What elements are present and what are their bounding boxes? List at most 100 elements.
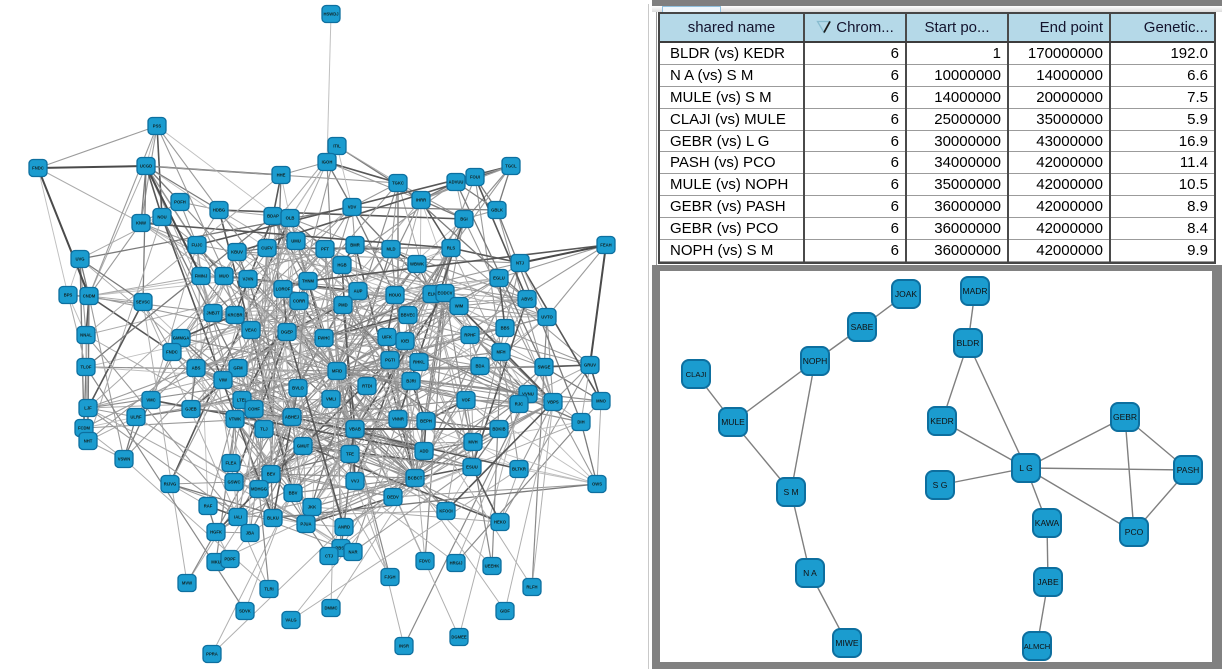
- svg-text:HEKO: HEKO: [494, 520, 507, 525]
- svg-text:FUJC: FUJC: [192, 243, 203, 248]
- svg-text:RPHF: RPHF: [464, 333, 476, 338]
- svg-text:VTWK: VTWK: [229, 417, 241, 422]
- svg-text:N A: N A: [803, 568, 817, 578]
- svg-text:LOROF: LOROF: [276, 287, 291, 292]
- svg-text:VVNU: VVNU: [522, 392, 534, 397]
- svg-text:GIDF: GIDF: [500, 609, 510, 614]
- svg-text:DIH: DIH: [577, 420, 584, 425]
- svg-text:RLFH: RLFH: [526, 585, 537, 590]
- svg-text:DGMEE: DGMEE: [451, 635, 467, 640]
- svg-text:JKK: JKK: [308, 505, 316, 510]
- svg-text:BVLO: BVLO: [292, 386, 304, 391]
- svg-text:HRGIJ: HRGIJ: [450, 561, 463, 566]
- svg-text:NNAL: NNAL: [80, 333, 92, 338]
- svg-text:LJF: LJF: [84, 406, 92, 411]
- svg-text:GFM: GFM: [233, 366, 243, 371]
- svg-text:FOUI: FOUI: [470, 175, 480, 180]
- svg-text:PFT: PFT: [321, 247, 329, 252]
- svg-text:BBS: BBS: [501, 326, 510, 331]
- svg-text:FWHC: FWHC: [318, 336, 331, 341]
- svg-text:MDHGG: MDHGG: [251, 487, 267, 492]
- svg-text:FEAH: FEAH: [600, 243, 611, 248]
- svg-text:ULRF: ULRF: [130, 415, 142, 420]
- svg-text:JOAK: JOAK: [895, 289, 918, 299]
- svg-text:S G: S G: [933, 480, 948, 490]
- svg-text:FNDC: FNDC: [166, 350, 178, 355]
- svg-text:BDKIB: BDKIB: [492, 427, 505, 432]
- svg-text:CUFV: CUFV: [261, 246, 273, 251]
- svg-text:DMMC: DMMC: [324, 606, 337, 611]
- svg-text:KAWA: KAWA: [1035, 518, 1060, 528]
- svg-text:JABE: JABE: [1037, 577, 1059, 587]
- svg-text:MKU: MKU: [211, 560, 221, 565]
- svg-text:FLEA: FLEA: [226, 461, 237, 466]
- svg-text:BLTKR: BLTKR: [512, 467, 526, 472]
- svg-text:EODCV: EODCV: [438, 291, 453, 296]
- svg-text:VJVN: VJVN: [243, 277, 254, 282]
- svg-text:VIW: VIW: [219, 378, 227, 383]
- svg-text:MUO: MUO: [219, 274, 230, 279]
- svg-text:KBUV: KBUV: [231, 250, 243, 255]
- svg-text:VSWN: VSWN: [118, 457, 131, 462]
- svg-text:OLB: OLB: [286, 216, 295, 221]
- svg-text:UMU: UMU: [291, 239, 301, 244]
- svg-text:TGCL: TGCL: [505, 164, 517, 169]
- svg-text:UVTO: UVTO: [541, 315, 553, 320]
- svg-text:BBVEC: BBVEC: [401, 313, 416, 318]
- svg-text:FMINJ: FMINJ: [195, 274, 208, 279]
- svg-text:CLAJI: CLAJI: [686, 370, 707, 379]
- svg-text:THNM: THNM: [302, 279, 315, 284]
- svg-text:PDPF: PDPF: [224, 557, 236, 562]
- svg-text:UVG: UVG: [75, 257, 84, 262]
- svg-text:AUP: AUP: [354, 289, 363, 294]
- svg-text:BBV: BBV: [289, 491, 298, 496]
- svg-text:ELN: ELN: [428, 292, 436, 297]
- svg-text:NHT: NHT: [84, 439, 93, 444]
- svg-text:MVH: MVH: [468, 440, 477, 445]
- svg-text:TGKC: TGKC: [392, 181, 404, 186]
- svg-text:MFH: MFH: [496, 350, 505, 355]
- svg-text:POFH: POFH: [174, 200, 186, 205]
- svg-text:FNDC: FNDC: [32, 166, 44, 171]
- svg-text:ADVUU: ADVUU: [449, 180, 464, 185]
- svg-text:KRCBR: KRCBR: [227, 313, 242, 318]
- svg-text:KFOOI: KFOOI: [439, 509, 452, 514]
- svg-text:VBAB: VBAB: [349, 427, 361, 432]
- svg-text:RTDI: RTDI: [362, 384, 372, 389]
- svg-text:TFE: TFE: [346, 452, 354, 457]
- svg-text:PGTI: PGTI: [385, 358, 395, 363]
- svg-text:COHF: COHF: [248, 407, 260, 412]
- svg-text:S M: S M: [783, 487, 798, 497]
- svg-text:SEVSC: SEVSC: [136, 300, 150, 305]
- svg-text:JBA: JBA: [246, 531, 254, 536]
- svg-text:BCBCT: BCBCT: [408, 476, 423, 481]
- svg-text:HDBG: HDBG: [213, 208, 225, 213]
- svg-text:WIM: WIM: [455, 304, 464, 309]
- svg-text:BLDR: BLDR: [957, 338, 980, 348]
- svg-text:IOEI: IOEI: [401, 339, 409, 344]
- svg-text:ADD: ADD: [419, 449, 428, 454]
- svg-text:RIJVG: RIJVG: [164, 482, 177, 487]
- svg-text:HOUO: HOUO: [389, 293, 402, 298]
- svg-text:HHE: HHE: [277, 173, 286, 178]
- svg-text:RJC: RJC: [515, 402, 523, 407]
- svg-text:NTJ: NTJ: [516, 261, 525, 266]
- svg-text:JNBJT: JNBJT: [206, 311, 220, 316]
- svg-text:UCGD: UCGD: [140, 164, 152, 169]
- svg-text:ITIL: ITIL: [333, 144, 341, 149]
- svg-text:OWS: OWS: [592, 482, 602, 487]
- svg-text:TLRI: TLRI: [264, 587, 273, 592]
- svg-text:VMLI: VMLI: [326, 397, 336, 402]
- svg-text:GSWC: GSWC: [227, 480, 240, 485]
- svg-text:KEDR: KEDR: [930, 416, 954, 426]
- svg-text:SWGE: SWGE: [538, 365, 551, 370]
- svg-text:BEPH: BEPH: [420, 419, 432, 424]
- svg-text:MFID: MFID: [332, 369, 342, 374]
- svg-text:ANRD: ANRD: [338, 525, 350, 530]
- svg-text:GEBR: GEBR: [1113, 412, 1137, 422]
- svg-text:PJUA: PJUA: [300, 522, 311, 527]
- svg-text:KNW: KNW: [136, 221, 146, 226]
- svg-text:MLD: MLD: [386, 247, 395, 252]
- svg-text:CTJ: CTJ: [325, 554, 334, 559]
- svg-text:TLOF: TLOF: [81, 365, 92, 370]
